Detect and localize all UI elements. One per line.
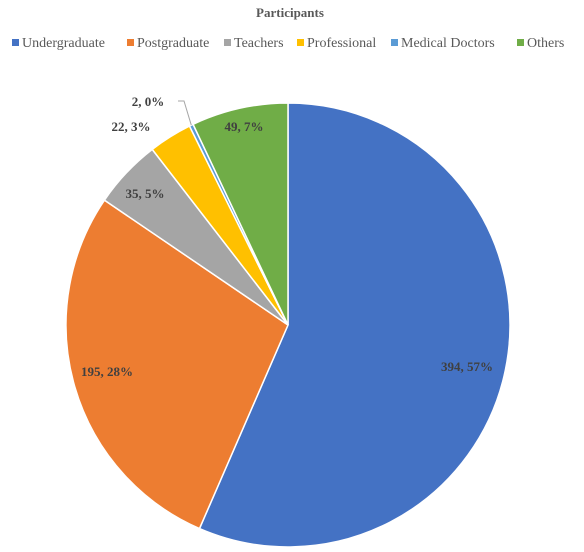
data-label-postgraduate: 195, 28%: [81, 364, 133, 379]
legend-label-medical-doctors: Medical Doctors: [401, 36, 495, 51]
legend-swatch-others: [517, 39, 524, 46]
chart-title: Participants: [256, 5, 324, 20]
data-label-others: 49, 7%: [225, 119, 264, 134]
data-label-undergraduate: 394, 57%: [441, 359, 493, 374]
data-labels: 394, 57% 195, 28% 35, 5% 22, 3% 2, 0% 49, 7%: [81, 94, 493, 379]
legend-swatch-undergraduate: [12, 39, 19, 46]
legend-swatch-postgraduate: [127, 39, 134, 46]
legend-swatch-professional: [297, 39, 304, 46]
pie-slice-undergraduate: [198, 102, 511, 548]
legend-swatch-medical-doctors: [391, 39, 398, 46]
data-label-teachers: 35, 5%: [126, 186, 165, 201]
legend-label-undergraduate: Undergraduate: [22, 36, 105, 51]
legend-label-postgraduate: Postgraduate: [137, 36, 209, 51]
legend-label-professional: Professional: [307, 36, 376, 51]
legend-swatch-teachers: [224, 39, 231, 46]
data-label-professional: 22, 3%: [112, 119, 151, 134]
legend-label-teachers: Teachers: [234, 36, 284, 51]
pie-slice-others: [192, 102, 289, 326]
pie-slice-postgraduate: [65, 199, 289, 530]
data-label-medical-doctors: 2, 0%: [132, 94, 165, 109]
legend-label-others: Others: [527, 36, 564, 51]
pie-slices: [65, 102, 511, 548]
legend: Undergraduate Postgraduate Teachers Profess…: [12, 36, 564, 51]
leader-line-medical-doctors: [178, 100, 192, 126]
